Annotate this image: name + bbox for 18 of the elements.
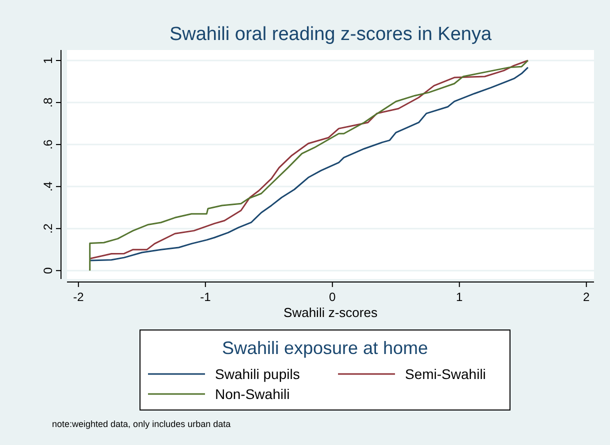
x-axis-title: Swahili z-scores: [284, 305, 378, 320]
x-tick-label: 1: [456, 290, 464, 304]
y-tick-label: .8: [41, 97, 55, 108]
chart-title: Swahili oral reading z-scores in Kenya: [169, 24, 492, 45]
y-tick-label: .4: [41, 181, 55, 192]
text: note:weighted data, only includes urban data: [52, 419, 231, 429]
y-tick-label: .2: [41, 223, 55, 234]
legend-title: Swahili exposure at home: [222, 338, 428, 358]
x-tick-label: -1: [200, 290, 212, 304]
y-tick-label: .6: [41, 139, 55, 150]
x-tick-label: 0: [329, 290, 336, 304]
x-tick-label: -2: [73, 290, 84, 304]
y-tick-label: 1: [41, 56, 55, 64]
legend-label: Non-Swahili: [215, 386, 290, 402]
x-tick-label: 2: [583, 290, 590, 304]
y-tick-label: 0: [41, 266, 55, 274]
legend-label: Semi-Swahili: [405, 366, 486, 382]
legend-label: Swahili pupils: [215, 366, 300, 382]
